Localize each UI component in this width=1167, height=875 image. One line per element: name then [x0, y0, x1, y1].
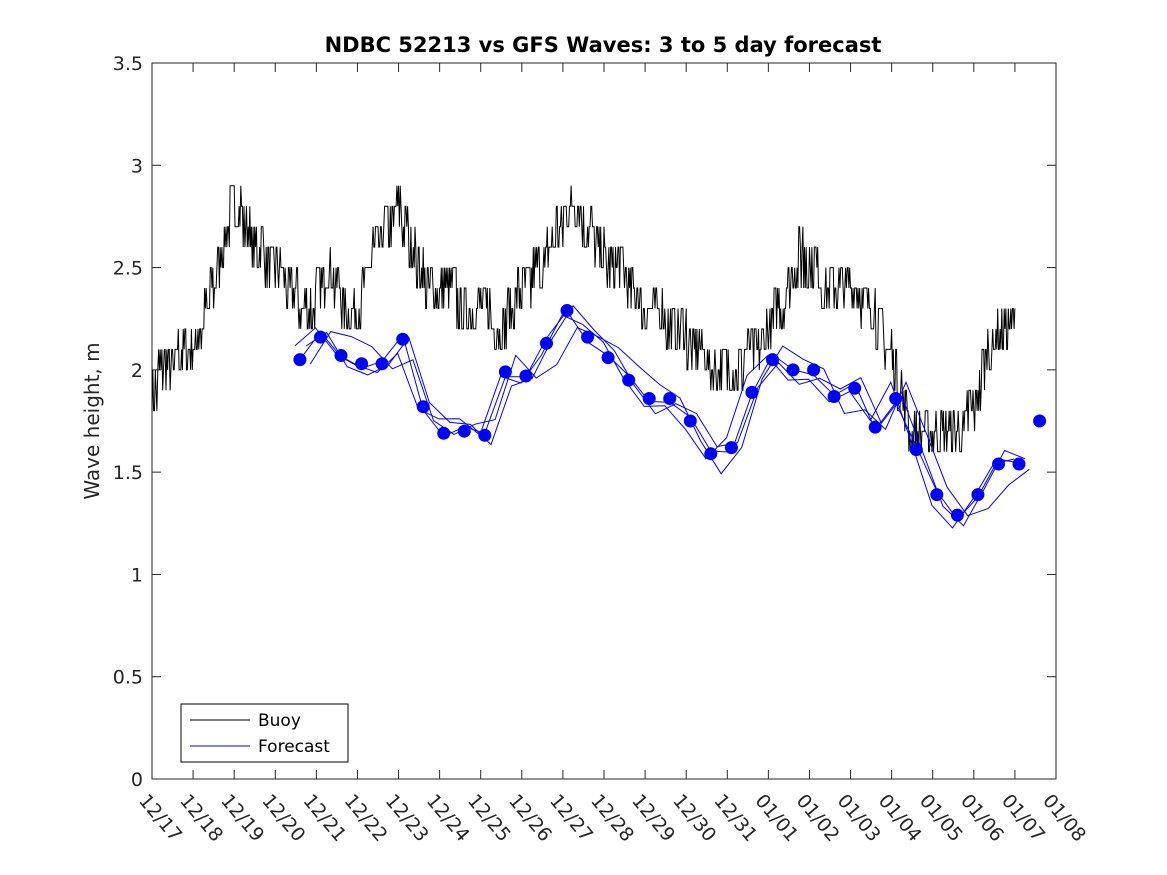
forecast-point — [642, 392, 656, 405]
y-tick-label: 1 — [131, 564, 143, 586]
buoy-series-line — [151, 185, 1016, 453]
y-tick-label: 0 — [131, 769, 143, 791]
forecast-point — [581, 330, 595, 344]
chart-title: NDBC 52213 vs GFS Waves: 3 to 5 day fore… — [325, 33, 882, 57]
forecast-point — [293, 353, 307, 367]
forecast-point — [1033, 414, 1047, 428]
forecast-point — [950, 508, 964, 522]
y-tick-label: 0.5 — [113, 667, 143, 689]
forecast-point — [622, 373, 636, 387]
forecast-point — [992, 457, 1005, 471]
forecast-point — [704, 447, 718, 461]
forecast-point — [498, 365, 512, 379]
forecast-point — [868, 420, 882, 434]
forecast-point — [560, 304, 574, 317]
forecast-point — [909, 443, 923, 457]
forecast-point — [601, 351, 615, 365]
forecast-point — [478, 428, 492, 442]
forecast-point — [457, 424, 471, 438]
forecast-series-line — [305, 304, 1026, 527]
forecast-point — [745, 385, 759, 399]
forecast-point — [848, 381, 862, 395]
forecast-point — [396, 332, 410, 346]
forecast-point — [663, 392, 677, 405]
forecast-point — [683, 414, 697, 428]
forecast-point — [355, 357, 369, 371]
legend-box — [180, 703, 349, 763]
forecast-series-line — [309, 326, 1030, 517]
forecast-point — [889, 392, 903, 405]
forecast-point — [724, 441, 738, 455]
forecast-point — [827, 390, 841, 403]
y-tick-label: 2.5 — [113, 258, 143, 280]
y-axis-label: Wave height, m — [80, 342, 104, 499]
y-tick-label: 1.5 — [113, 462, 143, 484]
forecast-series-line — [299, 310, 1020, 521]
legend: Buoy Forecast — [180, 703, 349, 763]
y-tick-label: 2 — [131, 360, 143, 382]
y-tick-label: 3 — [131, 155, 143, 177]
legend-buoy-label: Buoy — [258, 711, 301, 731]
forecast-point — [334, 349, 348, 362]
forecast-point — [437, 426, 451, 440]
forecast-point — [1012, 457, 1026, 471]
forecast-point — [314, 330, 327, 344]
forecast-point — [971, 488, 985, 502]
forecast-point — [807, 363, 821, 377]
y-tick-label: 3.5 — [113, 53, 143, 75]
legend-forecast-label: Forecast — [258, 737, 330, 757]
forecast-point — [930, 488, 944, 502]
forecast-point — [519, 369, 533, 383]
forecast-point — [375, 357, 389, 371]
forecast-point — [540, 336, 553, 350]
forecast-point — [766, 353, 779, 367]
forecast-point — [786, 363, 800, 377]
forecast-point — [416, 400, 430, 414]
